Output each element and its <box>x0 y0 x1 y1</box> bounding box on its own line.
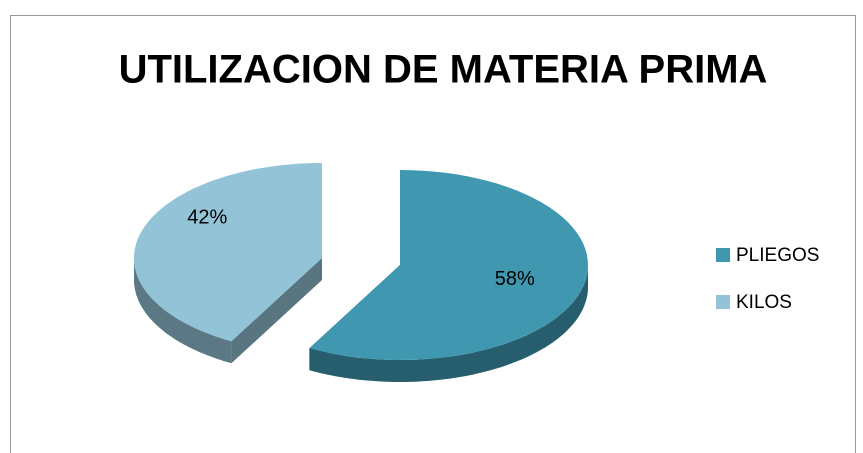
legend-label: KILOS <box>736 292 792 313</box>
legend-label: PLIEGOS <box>736 245 819 266</box>
slice-side <box>231 258 322 364</box>
slice <box>134 163 322 342</box>
data-label: 58% <box>495 268 535 290</box>
slice-rim <box>134 258 232 364</box>
data-label: 42% <box>187 206 227 228</box>
legend-swatch <box>716 295 730 309</box>
slice <box>309 170 588 360</box>
chart-title: UTILIZACION DE MATERIA PRIMA <box>119 48 768 92</box>
legend-swatch <box>716 248 730 262</box>
slice-rim <box>309 265 588 382</box>
